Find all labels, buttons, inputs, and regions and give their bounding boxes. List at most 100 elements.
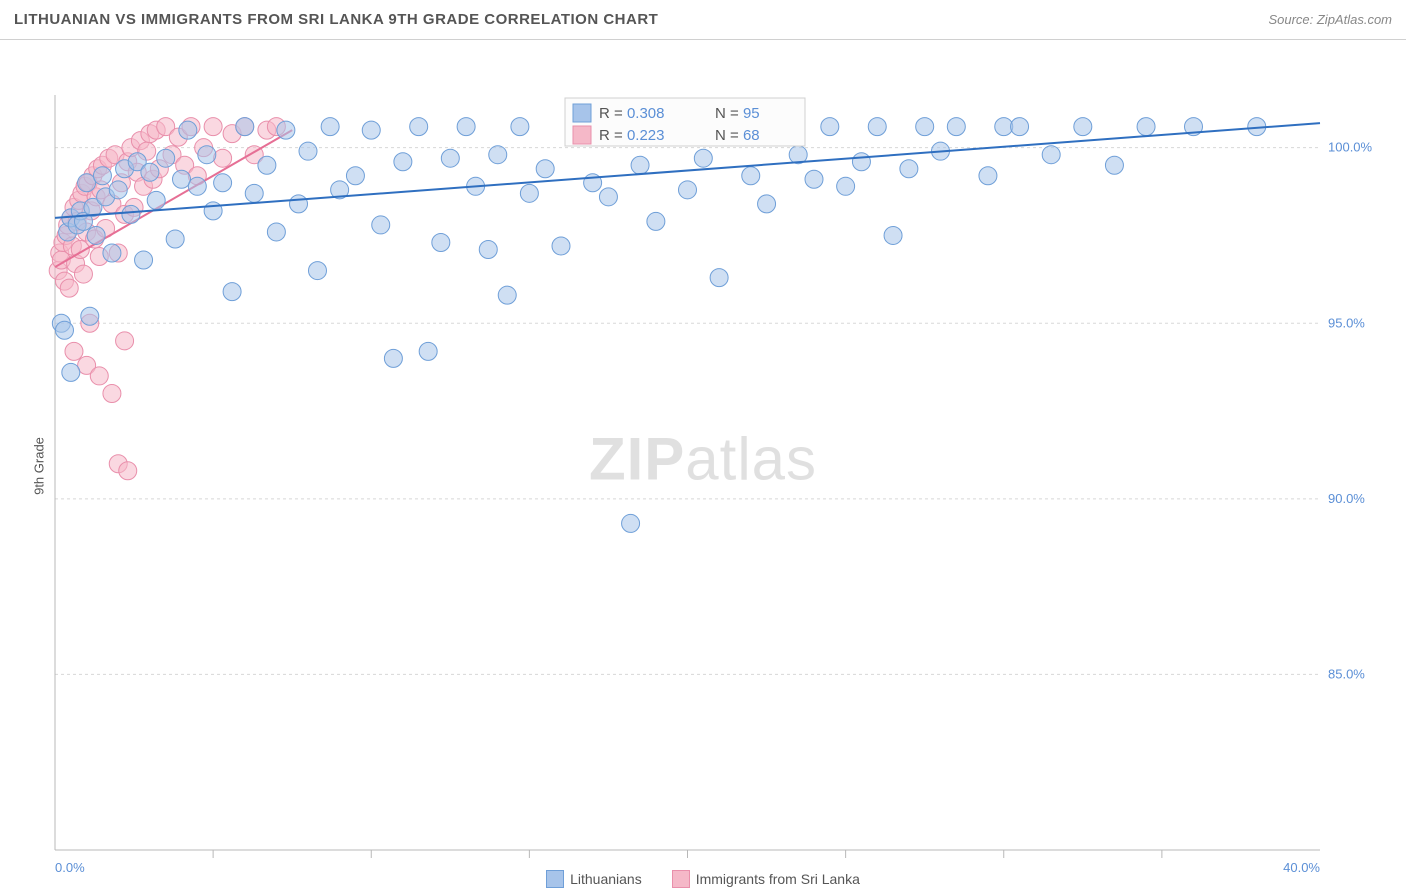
series-0	[52, 118, 1320, 533]
data-point	[299, 142, 317, 160]
data-point	[498, 286, 516, 304]
data-point	[805, 170, 823, 188]
data-point	[1105, 156, 1123, 174]
data-point	[1074, 118, 1092, 136]
y-axis-label: 9th Grade	[31, 437, 46, 495]
data-point	[308, 262, 326, 280]
data-point	[995, 118, 1013, 136]
data-point	[631, 156, 649, 174]
data-point	[166, 230, 184, 248]
data-point	[135, 251, 153, 269]
data-point	[223, 283, 241, 301]
data-point	[947, 118, 965, 136]
chart-wrap: 9th Grade 85.0%90.0%95.0%100.0%0.0%40.0%…	[0, 40, 1406, 892]
ytick-label: 90.0%	[1328, 491, 1365, 506]
data-point	[258, 156, 276, 174]
data-point	[694, 149, 712, 167]
data-point	[321, 118, 339, 136]
data-point	[119, 462, 137, 480]
data-point	[457, 118, 475, 136]
data-point	[599, 188, 617, 206]
legend-swatch	[672, 870, 690, 888]
data-point	[1042, 146, 1060, 164]
data-point	[372, 216, 390, 234]
data-point	[384, 349, 402, 367]
data-point	[916, 118, 934, 136]
data-point	[214, 174, 232, 192]
data-point	[173, 170, 191, 188]
chart-title: LITHUANIAN VS IMMIGRANTS FROM SRI LANKA …	[14, 11, 658, 28]
legend-item: Immigrants from Sri Lanka	[672, 870, 860, 888]
data-point	[267, 223, 285, 241]
legend-label: Lithuanians	[570, 871, 642, 887]
data-point	[87, 226, 105, 244]
legend-bottom: Lithuanians Immigrants from Sri Lanka	[0, 870, 1406, 888]
legend-swatch	[546, 870, 564, 888]
data-point	[479, 241, 497, 259]
stats-r-label: R = 0.223	[599, 127, 664, 144]
data-point	[109, 181, 127, 199]
data-point	[432, 233, 450, 251]
data-point	[441, 149, 459, 167]
data-point	[78, 174, 96, 192]
data-point	[536, 160, 554, 178]
data-point	[147, 191, 165, 209]
data-point	[214, 149, 232, 167]
data-point	[511, 118, 529, 136]
data-point	[1011, 118, 1029, 136]
legend-item: Lithuanians	[546, 870, 642, 888]
stats-n-label: N = 95	[715, 105, 760, 122]
data-point	[362, 121, 380, 139]
series-1	[49, 118, 292, 480]
stats-swatch	[573, 104, 591, 122]
data-point	[198, 146, 216, 164]
stats-n-label: N = 68	[715, 127, 760, 144]
data-point	[55, 321, 73, 339]
data-point	[419, 342, 437, 360]
data-point	[157, 149, 175, 167]
data-point	[65, 342, 83, 360]
data-point	[852, 153, 870, 171]
data-point	[122, 205, 140, 223]
data-point	[1137, 118, 1155, 136]
data-point	[62, 363, 80, 381]
data-point	[236, 118, 254, 136]
data-point	[742, 167, 760, 185]
data-point	[884, 226, 902, 244]
data-point	[81, 307, 99, 325]
data-point	[679, 181, 697, 199]
data-point	[837, 177, 855, 195]
data-point	[520, 184, 538, 202]
data-point	[346, 167, 364, 185]
chart-header: LITHUANIAN VS IMMIGRANTS FROM SRI LANKA …	[0, 0, 1406, 40]
data-point	[979, 167, 997, 185]
data-point	[204, 118, 222, 136]
data-point	[821, 118, 839, 136]
data-point	[552, 237, 570, 255]
data-point	[710, 269, 728, 287]
data-point	[277, 121, 295, 139]
source-label: Source: ZipAtlas.com	[1268, 12, 1392, 27]
data-point	[622, 514, 640, 532]
data-point	[60, 279, 78, 297]
data-point	[868, 118, 886, 136]
ytick-label: 95.0%	[1328, 315, 1365, 330]
data-point	[179, 121, 197, 139]
data-point	[141, 163, 159, 181]
data-point	[74, 265, 92, 283]
ytick-label: 100.0%	[1328, 140, 1373, 155]
stats-r-label: R = 0.308	[599, 105, 664, 122]
data-point	[90, 367, 108, 385]
data-point	[188, 177, 206, 195]
data-point	[489, 146, 507, 164]
scatter-chart: 85.0%90.0%95.0%100.0%0.0%40.0%R = 0.308N…	[0, 40, 1406, 892]
data-point	[290, 195, 308, 213]
data-point	[93, 167, 111, 185]
data-point	[394, 153, 412, 171]
data-point	[900, 160, 918, 178]
ytick-label: 85.0%	[1328, 666, 1365, 681]
stats-swatch	[573, 126, 591, 144]
data-point	[410, 118, 428, 136]
data-point	[103, 244, 121, 262]
data-point	[116, 332, 134, 350]
